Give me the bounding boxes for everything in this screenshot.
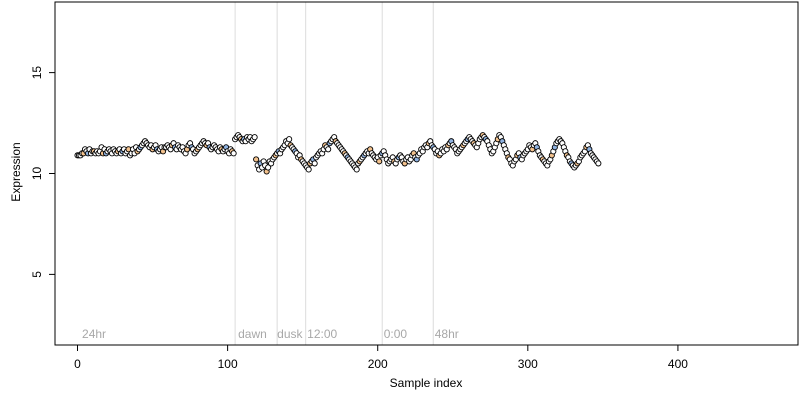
annotation-3: 12:00 [307,327,337,341]
data-point [251,134,258,141]
x-axis-title: Sample index [390,376,463,390]
y-tick-label-2: 15 [30,66,44,80]
data-point [230,150,237,157]
y-axis: 5 10 15 [30,66,55,278]
x-tick-label-3: 300 [518,357,538,371]
annotation-0: 24hr [82,327,106,341]
x-axis: 0 100 200 300 400 [74,345,688,371]
y-tick-label-0: 5 [30,271,44,278]
annotation-2: dusk [277,327,303,341]
data-point [286,136,293,143]
vertical-markers [234,2,434,345]
data-point [305,166,312,173]
annotation-5: 48hr [435,327,459,341]
x-tick-label-4: 400 [668,357,688,371]
data-point [253,156,260,163]
data-point [353,166,360,173]
annotation-1: dawn [238,327,267,341]
data-point [311,160,318,167]
x-tick-label-1: 100 [218,357,238,371]
data-points [74,132,602,175]
y-tick-label-1: 10 [30,167,44,181]
data-point [325,146,332,153]
y-axis-title: Expression [9,142,23,201]
x-tick-label-2: 200 [368,357,388,371]
annotation-4: 0:00 [384,327,408,341]
data-point [595,160,602,167]
data-point [265,164,272,171]
x-tick-label-0: 0 [74,357,81,371]
data-point [376,158,383,165]
annotations: 24hr dawn dusk 12:00 0:00 48hr [82,327,459,341]
